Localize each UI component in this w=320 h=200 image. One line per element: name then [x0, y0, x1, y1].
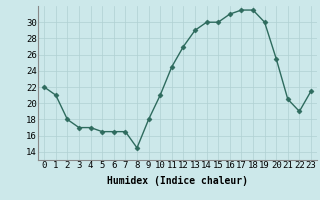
X-axis label: Humidex (Indice chaleur): Humidex (Indice chaleur) [107, 176, 248, 186]
